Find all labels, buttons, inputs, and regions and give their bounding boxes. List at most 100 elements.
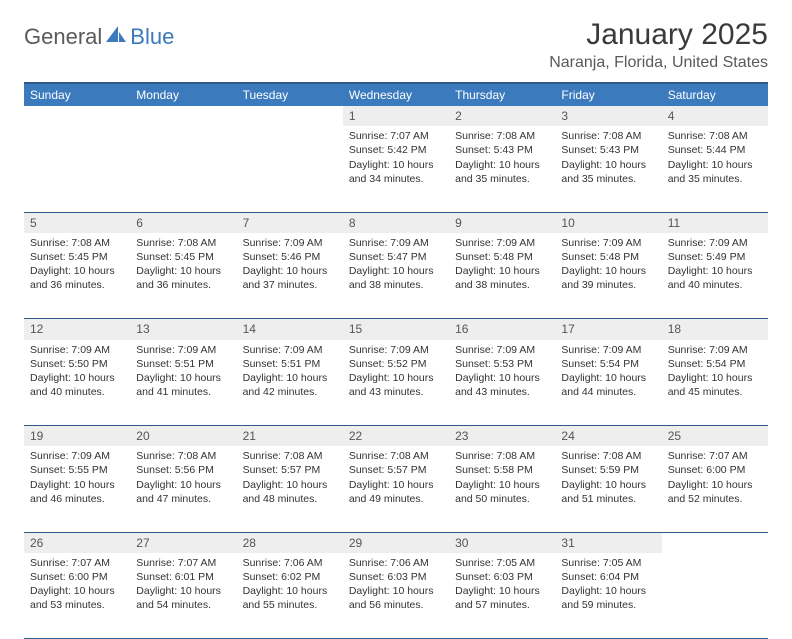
daylight-line: Daylight: 10 hours and 47 minutes. [136,478,230,506]
day-number: 25 [662,426,768,447]
calendar-table: Sunday Monday Tuesday Wednesday Thursday… [24,82,768,639]
sunrise-line: Sunrise: 7:05 AM [455,556,549,570]
day-number: 12 [24,319,130,340]
day-details: Sunrise: 7:09 AMSunset: 5:49 PMDaylight:… [662,233,768,297]
sunset-line: Sunset: 6:02 PM [243,570,337,584]
day-cell: Sunrise: 7:08 AMSunset: 5:56 PMDaylight:… [130,446,236,532]
day-cell [662,553,768,639]
day-details: Sunrise: 7:06 AMSunset: 6:03 PMDaylight:… [343,553,449,617]
day-cell: Sunrise: 7:08 AMSunset: 5:43 PMDaylight:… [449,126,555,212]
day-details: Sunrise: 7:09 AMSunset: 5:48 PMDaylight:… [555,233,661,297]
day-header: Wednesday [343,83,449,106]
day-number: 19 [24,426,130,447]
sunrise-line: Sunrise: 7:09 AM [243,343,337,357]
day-details: Sunrise: 7:07 AMSunset: 6:00 PMDaylight:… [24,553,130,617]
day-number: 16 [449,319,555,340]
day-number [24,106,130,126]
daylight-line: Daylight: 10 hours and 45 minutes. [668,371,762,399]
daylight-line: Daylight: 10 hours and 35 minutes. [668,158,762,186]
day-number: 29 [343,532,449,553]
day-cell: Sunrise: 7:09 AMSunset: 5:55 PMDaylight:… [24,446,130,532]
day-number: 9 [449,212,555,233]
day-details: Sunrise: 7:09 AMSunset: 5:50 PMDaylight:… [24,340,130,404]
day-number: 7 [237,212,343,233]
sunset-line: Sunset: 5:50 PM [30,357,124,371]
day-number: 8 [343,212,449,233]
day-number: 30 [449,532,555,553]
sunset-line: Sunset: 5:51 PM [243,357,337,371]
sunrise-line: Sunrise: 7:08 AM [349,449,443,463]
sunset-line: Sunset: 5:55 PM [30,463,124,477]
sunset-line: Sunset: 5:45 PM [136,250,230,264]
sunset-line: Sunset: 5:56 PM [136,463,230,477]
day-details: Sunrise: 7:07 AMSunset: 6:00 PMDaylight:… [662,446,768,510]
day-header: Monday [130,83,236,106]
sunrise-line: Sunrise: 7:09 AM [668,343,762,357]
daylight-line: Daylight: 10 hours and 49 minutes. [349,478,443,506]
day-header: Saturday [662,83,768,106]
day-cell: Sunrise: 7:06 AMSunset: 6:03 PMDaylight:… [343,553,449,639]
day-cell [24,126,130,212]
daylight-line: Daylight: 10 hours and 53 minutes. [30,584,124,612]
day-cell: Sunrise: 7:08 AMSunset: 5:57 PMDaylight:… [237,446,343,532]
day-cell: Sunrise: 7:09 AMSunset: 5:47 PMDaylight:… [343,233,449,319]
daylight-line: Daylight: 10 hours and 48 minutes. [243,478,337,506]
day-cell: Sunrise: 7:08 AMSunset: 5:43 PMDaylight:… [555,126,661,212]
day-cell: Sunrise: 7:06 AMSunset: 6:02 PMDaylight:… [237,553,343,639]
sunrise-line: Sunrise: 7:05 AM [561,556,655,570]
sunrise-line: Sunrise: 7:07 AM [349,129,443,143]
daylight-line: Daylight: 10 hours and 40 minutes. [30,371,124,399]
day-cell: Sunrise: 7:07 AMSunset: 5:42 PMDaylight:… [343,126,449,212]
day-cell: Sunrise: 7:09 AMSunset: 5:51 PMDaylight:… [237,340,343,426]
day-details: Sunrise: 7:05 AMSunset: 6:04 PMDaylight:… [555,553,661,617]
day-number: 21 [237,426,343,447]
day-header-row: Sunday Monday Tuesday Wednesday Thursday… [24,83,768,106]
sunset-line: Sunset: 5:51 PM [136,357,230,371]
sunset-line: Sunset: 5:47 PM [349,250,443,264]
sunset-line: Sunset: 5:54 PM [561,357,655,371]
sunrise-line: Sunrise: 7:07 AM [668,449,762,463]
day-cell: Sunrise: 7:08 AMSunset: 5:58 PMDaylight:… [449,446,555,532]
day-cell: Sunrise: 7:09 AMSunset: 5:50 PMDaylight:… [24,340,130,426]
daylight-line: Daylight: 10 hours and 36 minutes. [30,264,124,292]
day-details: Sunrise: 7:08 AMSunset: 5:57 PMDaylight:… [343,446,449,510]
daynum-row: 262728293031 [24,532,768,553]
day-cell: Sunrise: 7:05 AMSunset: 6:03 PMDaylight:… [449,553,555,639]
week-row: Sunrise: 7:09 AMSunset: 5:50 PMDaylight:… [24,340,768,426]
day-details: Sunrise: 7:07 AMSunset: 6:01 PMDaylight:… [130,553,236,617]
sunrise-line: Sunrise: 7:08 AM [30,236,124,250]
sunset-line: Sunset: 5:43 PM [455,143,549,157]
sunset-line: Sunset: 5:42 PM [349,143,443,157]
sunset-line: Sunset: 5:45 PM [30,250,124,264]
day-cell: Sunrise: 7:07 AMSunset: 6:01 PMDaylight:… [130,553,236,639]
day-details: Sunrise: 7:09 AMSunset: 5:46 PMDaylight:… [237,233,343,297]
header: General Blue January 2025 Naranja, Flori… [24,18,768,72]
daylight-line: Daylight: 10 hours and 43 minutes. [455,371,549,399]
daylight-line: Daylight: 10 hours and 43 minutes. [349,371,443,399]
daylight-line: Daylight: 10 hours and 54 minutes. [136,584,230,612]
daynum-row: 1234 [24,106,768,126]
sunrise-line: Sunrise: 7:09 AM [30,343,124,357]
day-number: 17 [555,319,661,340]
daylight-line: Daylight: 10 hours and 44 minutes. [561,371,655,399]
day-cell: Sunrise: 7:08 AMSunset: 5:45 PMDaylight:… [24,233,130,319]
daylight-line: Daylight: 10 hours and 35 minutes. [561,158,655,186]
sunrise-line: Sunrise: 7:09 AM [455,236,549,250]
daylight-line: Daylight: 10 hours and 42 minutes. [243,371,337,399]
day-details: Sunrise: 7:09 AMSunset: 5:55 PMDaylight:… [24,446,130,510]
day-cell: Sunrise: 7:09 AMSunset: 5:48 PMDaylight:… [555,233,661,319]
day-details: Sunrise: 7:09 AMSunset: 5:48 PMDaylight:… [449,233,555,297]
daylight-line: Daylight: 10 hours and 36 minutes. [136,264,230,292]
day-details: Sunrise: 7:08 AMSunset: 5:44 PMDaylight:… [662,126,768,190]
sunrise-line: Sunrise: 7:09 AM [668,236,762,250]
day-number: 6 [130,212,236,233]
sunset-line: Sunset: 5:57 PM [243,463,337,477]
day-number: 27 [130,532,236,553]
sunset-line: Sunset: 5:54 PM [668,357,762,371]
sunset-line: Sunset: 5:59 PM [561,463,655,477]
daylight-line: Daylight: 10 hours and 46 minutes. [30,478,124,506]
day-number [130,106,236,126]
sunset-line: Sunset: 5:43 PM [561,143,655,157]
day-details: Sunrise: 7:08 AMSunset: 5:58 PMDaylight:… [449,446,555,510]
day-cell: Sunrise: 7:08 AMSunset: 5:44 PMDaylight:… [662,126,768,212]
